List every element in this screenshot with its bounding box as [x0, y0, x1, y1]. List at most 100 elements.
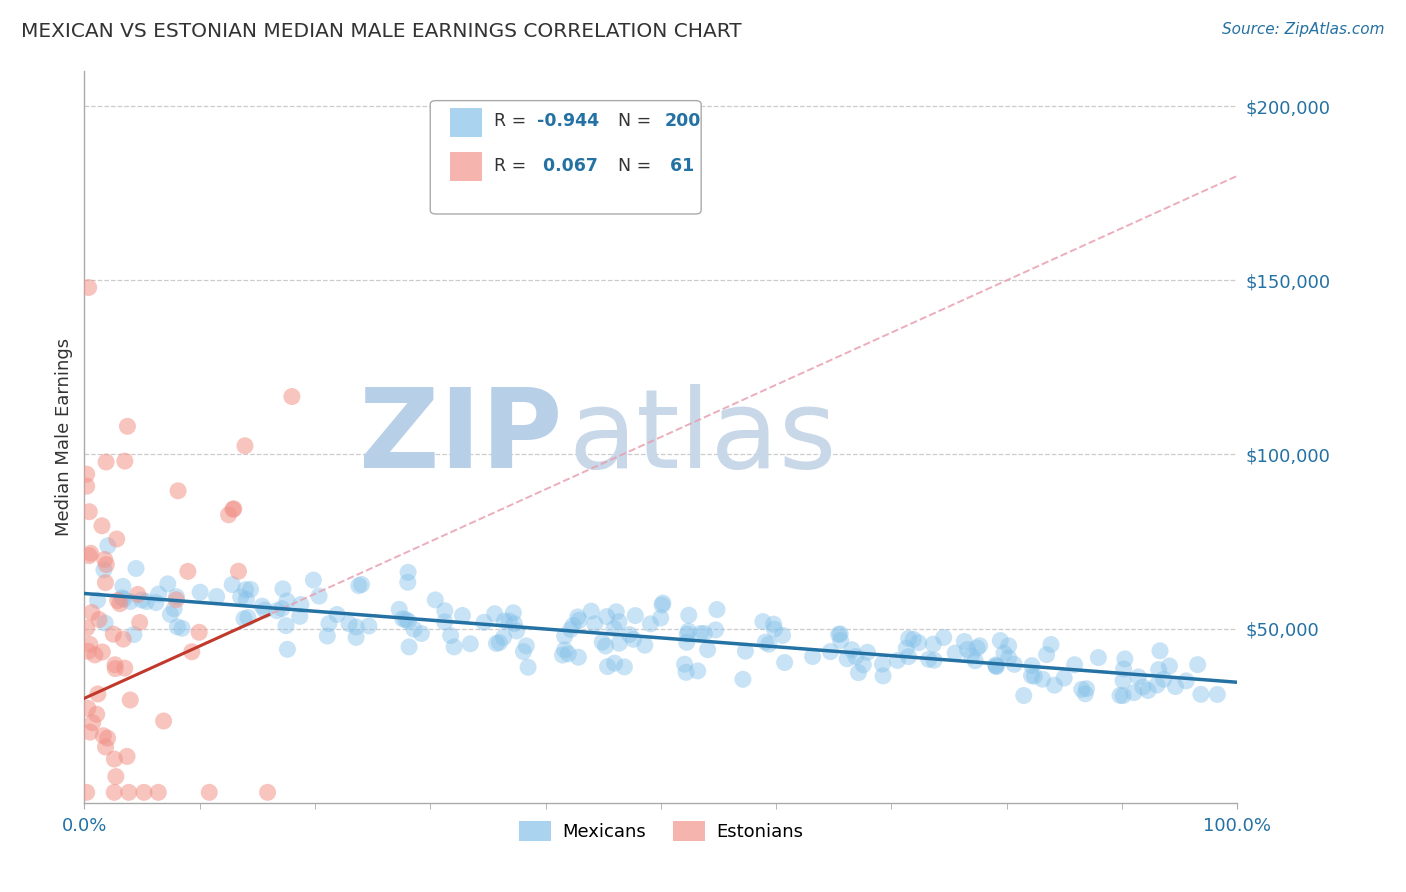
Point — [344, 620, 367, 634]
Point — [391, 612, 413, 626]
Point — [498, 614, 520, 628]
Point — [872, 669, 894, 683]
Point — [634, 638, 657, 652]
Point — [515, 639, 537, 653]
Point — [104, 657, 127, 672]
Point — [233, 612, 256, 626]
Point — [167, 483, 190, 498]
Point — [986, 659, 1008, 673]
Point — [77, 280, 100, 294]
Point — [1149, 644, 1171, 658]
Point — [218, 508, 240, 522]
Point — [236, 610, 259, 624]
Point — [93, 563, 115, 577]
Point — [276, 642, 298, 657]
Point — [148, 587, 170, 601]
Point — [166, 620, 188, 634]
Point — [103, 785, 125, 799]
Point — [131, 593, 153, 607]
Point — [886, 653, 908, 667]
Point — [551, 648, 574, 662]
Point — [79, 638, 101, 652]
Point — [1164, 680, 1187, 694]
Point — [221, 577, 243, 591]
Point — [256, 785, 278, 799]
Point — [135, 594, 157, 608]
Point — [494, 614, 516, 628]
Point — [83, 648, 105, 662]
Point — [827, 627, 849, 641]
Point — [1063, 657, 1085, 672]
Point — [103, 627, 125, 641]
Point — [1043, 678, 1066, 692]
Point — [492, 631, 515, 645]
Point — [1147, 663, 1170, 677]
Point — [77, 549, 100, 563]
Point — [568, 613, 591, 627]
Point — [281, 390, 304, 404]
Point — [762, 617, 785, 632]
Point — [188, 585, 211, 599]
Point — [689, 626, 711, 640]
Point — [122, 627, 145, 641]
Point — [932, 631, 955, 645]
Point — [458, 637, 481, 651]
Point — [117, 419, 139, 434]
Point — [288, 609, 311, 624]
Point — [830, 633, 852, 648]
Point — [77, 644, 100, 658]
Point — [93, 552, 115, 566]
Point — [337, 616, 360, 631]
Point — [235, 582, 257, 597]
Point — [86, 593, 108, 607]
Point — [443, 640, 465, 654]
Point — [567, 650, 589, 665]
Point — [104, 770, 127, 784]
Point — [103, 752, 125, 766]
Point — [953, 634, 976, 648]
Point — [897, 649, 920, 664]
Text: R =: R = — [494, 158, 531, 176]
Point — [112, 592, 135, 607]
Text: N =: N = — [606, 112, 657, 130]
Point — [848, 665, 870, 680]
Point — [856, 645, 879, 659]
Point — [758, 637, 780, 651]
Point — [145, 596, 167, 610]
Point — [1128, 670, 1150, 684]
Point — [91, 518, 114, 533]
Point — [488, 635, 510, 649]
Point — [997, 639, 1019, 653]
Point — [603, 622, 626, 636]
Point — [148, 785, 170, 799]
Point — [87, 687, 110, 701]
Point — [1159, 659, 1181, 673]
Point — [613, 660, 636, 674]
Point — [966, 640, 988, 655]
Point — [105, 532, 128, 546]
Point — [675, 635, 697, 649]
Point — [1070, 682, 1092, 697]
Point — [619, 627, 641, 641]
Point — [567, 610, 589, 624]
Point — [960, 648, 983, 663]
Point — [676, 627, 699, 641]
Point — [112, 632, 135, 646]
Point — [1032, 672, 1054, 686]
Point — [239, 582, 262, 597]
Point — [969, 639, 991, 653]
Point — [918, 652, 941, 666]
Point — [1040, 638, 1063, 652]
Point — [984, 659, 1007, 673]
Text: 61: 61 — [664, 158, 695, 176]
Point — [922, 653, 945, 667]
Point — [440, 628, 463, 642]
Text: R =: R = — [494, 112, 531, 130]
Point — [907, 635, 929, 649]
Point — [596, 609, 619, 624]
Point — [731, 673, 754, 687]
Bar — [450, 108, 482, 137]
Point — [1109, 689, 1132, 703]
Point — [603, 656, 626, 670]
Point — [872, 657, 894, 671]
